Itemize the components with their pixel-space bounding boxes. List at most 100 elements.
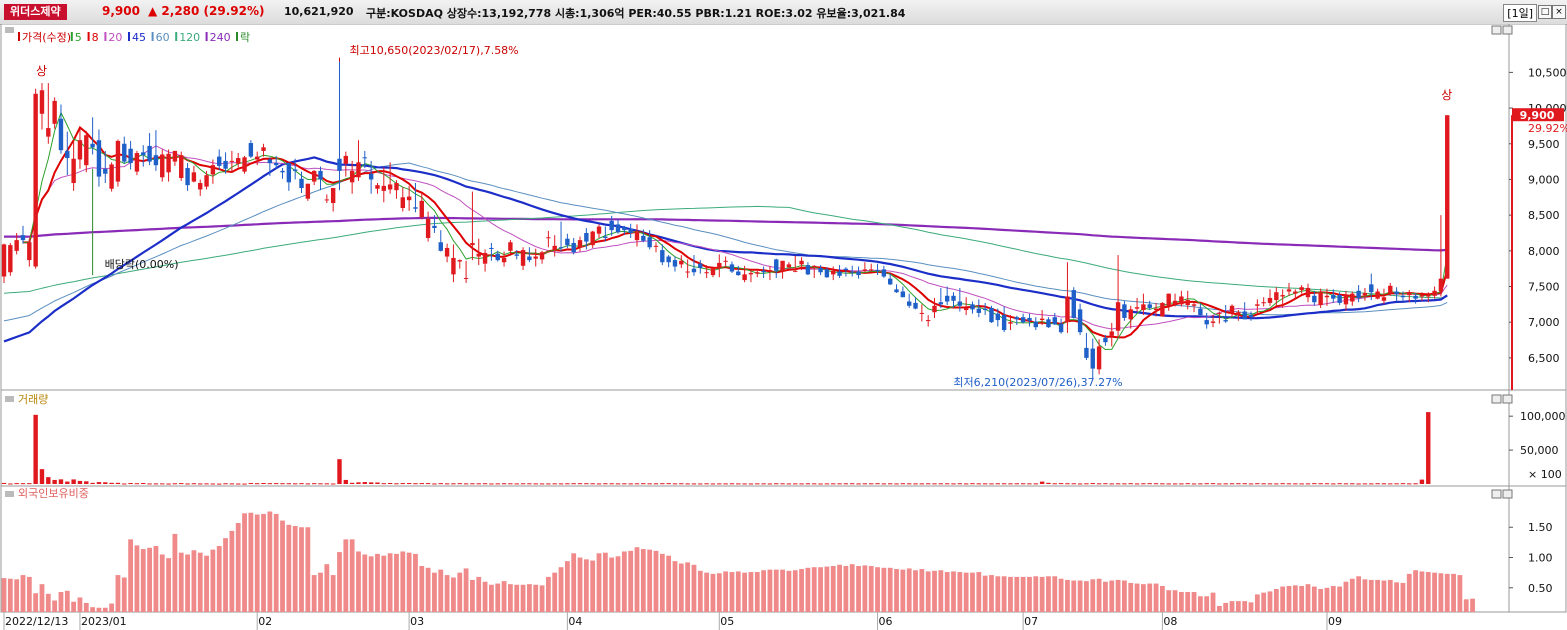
foreign-bar	[229, 530, 235, 612]
volume-bar	[248, 483, 254, 485]
foreign-bar	[1280, 586, 1286, 612]
volume-bar	[698, 483, 703, 485]
foreign-bar	[628, 550, 634, 612]
candle-body	[1071, 290, 1076, 318]
legend-item-7: 240	[210, 31, 231, 44]
panel-restore-icon[interactable]	[1491, 489, 1502, 499]
volume-bar	[305, 483, 311, 485]
candle-body	[1103, 337, 1108, 343]
candle-body	[982, 308, 988, 311]
panel-close-icon[interactable]	[1502, 394, 1513, 404]
volume-bar	[527, 483, 532, 485]
foreign-bar	[868, 565, 874, 612]
panel-restore-icon[interactable]	[1491, 25, 1502, 35]
volume-bar	[210, 483, 216, 485]
volume-bar	[1375, 483, 1380, 485]
candle-body	[723, 260, 728, 262]
volume-panel-title: 거래량	[18, 393, 48, 406]
volume-bar	[1280, 483, 1285, 485]
panel-close-icon[interactable]	[1502, 489, 1513, 499]
period-selector[interactable]: [1일]	[1503, 4, 1537, 22]
price-tick-label: 8,500	[1528, 209, 1560, 222]
foreign-bar	[1318, 588, 1324, 612]
volume-bar	[520, 483, 526, 485]
volume-bar	[394, 483, 399, 485]
volume-bar	[546, 483, 551, 485]
volume-bar	[273, 483, 279, 485]
axis-frame	[1508, 485, 1567, 613]
foreign-bar	[406, 552, 412, 612]
volume-bar	[470, 483, 475, 485]
price-tick-label: 7,000	[1528, 316, 1560, 329]
stock-name[interactable]: 위더스제약	[4, 4, 67, 20]
volume-bar	[8, 483, 13, 485]
foreign-bar	[1305, 584, 1311, 612]
foreign-bar	[273, 513, 279, 612]
panel-close-icon[interactable]	[1502, 25, 1513, 35]
legend-swatch	[236, 32, 238, 41]
candle-body	[837, 271, 842, 276]
candle-body	[1014, 317, 1019, 320]
foreign-bar	[280, 520, 285, 612]
foreign-bar	[1432, 572, 1437, 612]
volume-unit-label: × 100	[1528, 468, 1562, 481]
foreign-bar	[14, 579, 20, 612]
candle-body	[77, 140, 83, 160]
foreign-bar	[1191, 592, 1197, 612]
volume-bar	[438, 483, 443, 485]
foreign-bar	[704, 572, 710, 612]
foreign-bar	[1324, 587, 1330, 612]
candle-body	[799, 260, 804, 265]
foreign-bar	[64, 590, 70, 612]
foreign-bar	[1052, 576, 1058, 612]
candle-body	[1324, 295, 1330, 298]
volume-bar	[856, 483, 861, 485]
volume-bar	[84, 481, 89, 484]
volume-bar	[881, 483, 887, 485]
foreign-bar	[121, 577, 127, 612]
foreign-bar	[1349, 578, 1355, 612]
foreign-bar	[1178, 592, 1184, 612]
foreign-bar	[1368, 579, 1374, 612]
candle-body	[267, 159, 273, 164]
foreign-bar	[159, 554, 165, 612]
panel-restore-icon[interactable]	[1491, 394, 1502, 404]
candle-body	[660, 250, 665, 263]
candle-body	[375, 185, 380, 189]
volume-bar	[444, 483, 450, 485]
candle-body	[153, 155, 159, 166]
candle-body	[774, 259, 779, 271]
foreign-bar	[862, 565, 868, 612]
candle-body	[1407, 292, 1412, 296]
volume-bar	[812, 483, 817, 485]
volume-bar	[1274, 483, 1279, 485]
foreign-bar	[1001, 576, 1007, 612]
restore-icon[interactable]: □	[1538, 5, 1552, 19]
foreign-bar	[957, 572, 963, 612]
candle-body	[330, 188, 336, 204]
volume-bar	[1261, 483, 1266, 485]
close-icon[interactable]: ×	[1552, 5, 1566, 19]
foreign-bar	[254, 514, 260, 612]
candle-body	[229, 160, 235, 162]
foreign-bar	[210, 549, 216, 612]
candle-body	[217, 156, 222, 166]
candle-body	[938, 302, 944, 305]
foreign-bar	[1153, 583, 1159, 612]
volume-bar	[1267, 483, 1273, 485]
legend-swatch	[87, 32, 90, 41]
foreign-bar	[1058, 578, 1064, 612]
volume-bar	[311, 483, 317, 485]
x-axis-label: 2022/12/13	[5, 615, 68, 628]
foreign-bar	[71, 601, 77, 612]
candle-body	[311, 170, 317, 182]
candle-body	[185, 168, 190, 186]
volume-bar	[153, 483, 159, 485]
foreign-bar	[571, 553, 577, 612]
candle-body	[919, 312, 925, 314]
volume-bar	[20, 483, 26, 485]
volume-bar	[913, 483, 918, 485]
candle-body	[1160, 302, 1165, 317]
foreign-bar	[349, 539, 355, 612]
foreign-bar	[1463, 599, 1469, 612]
